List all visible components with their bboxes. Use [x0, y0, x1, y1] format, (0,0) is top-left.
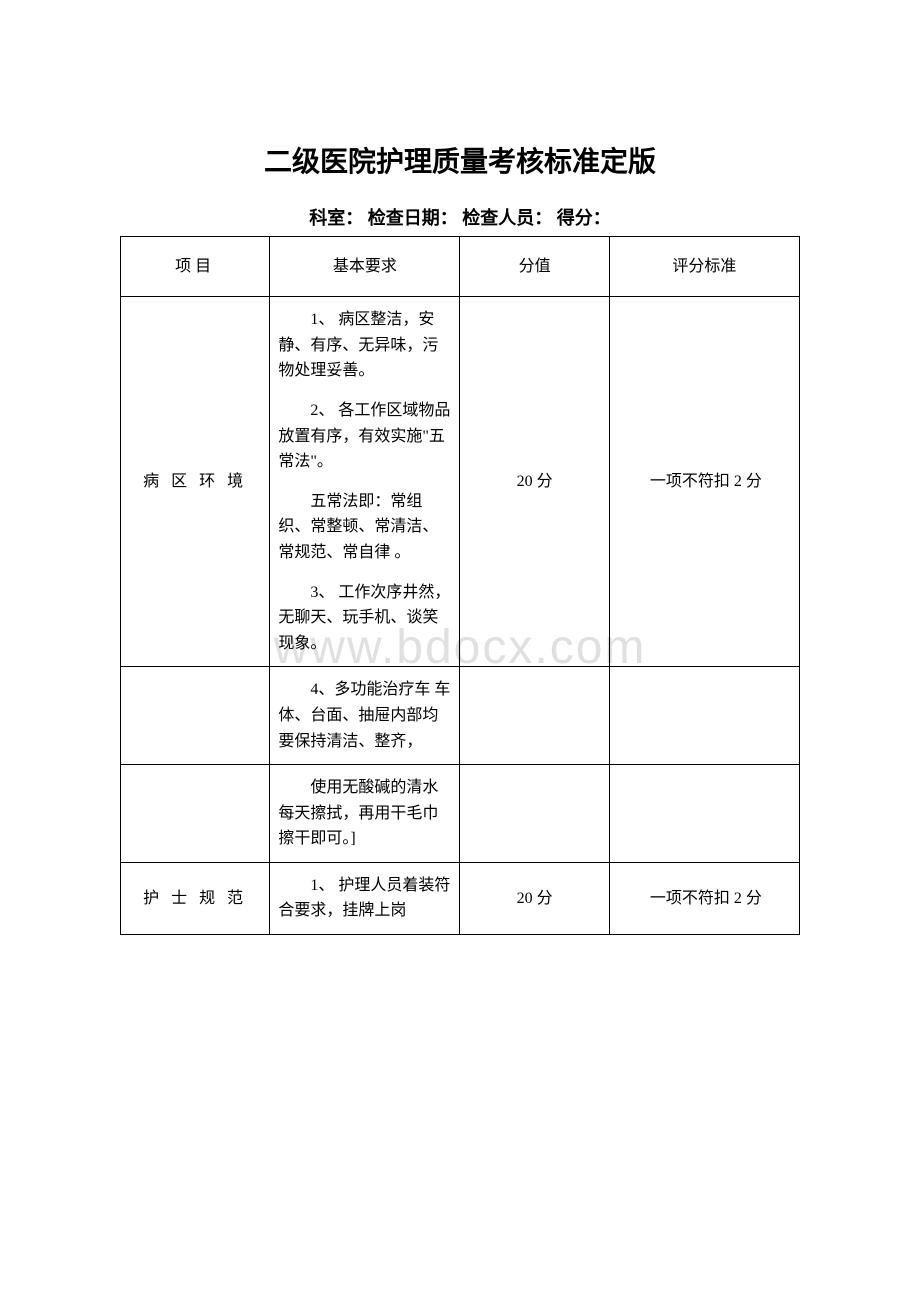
- row-requirement: 4、多功能治疗车 车体、台面、抽屉内部均要保持清洁、整齐，: [270, 667, 460, 765]
- row-score: 20 分: [460, 862, 609, 934]
- row-requirement: 1、 病区整洁，安静、有序、无异味，污物处理妥善。 2、 各工作区域物品放置有序…: [270, 297, 460, 667]
- row-requirement: 1、 护理人员着装符合要求，挂牌上岗: [270, 862, 460, 934]
- table-row: 病 区 环 境 1、 病区整洁，安静、有序、无异味，污物处理妥善。 2、 各工作…: [121, 297, 800, 667]
- requirement-para: 2、 各工作区域物品放置有序，有效实施"五常法"。: [278, 398, 451, 475]
- row-item: 病 区 环 境: [121, 297, 270, 667]
- requirement-para: 1、 病区整洁，安静、有序、无异味，污物处理妥善。: [278, 307, 451, 384]
- row-score: [460, 765, 609, 863]
- row-item: [121, 765, 270, 863]
- table-header-row: 项目 基本要求 分值 评分标准: [121, 237, 800, 297]
- row-criteria: [609, 667, 799, 765]
- header-score: 分值: [460, 237, 609, 297]
- criteria-text: 一项不符扣 2 分: [618, 886, 791, 912]
- row-score: [460, 667, 609, 765]
- row-criteria: 一项不符扣 2 分: [609, 862, 799, 934]
- row-item: [121, 667, 270, 765]
- document-subtitle: 科室： 检查日期： 检查人员： 得分：: [120, 204, 800, 230]
- requirement-para: 3、 工作次序井然，无聊天、玩手机、谈笑现象。: [278, 580, 451, 657]
- row-requirement: 使用无酸碱的清水每天擦拭，再用干毛巾擦干即可。]: [270, 765, 460, 863]
- requirement-para: 使用无酸碱的清水每天擦拭，再用干毛巾擦干即可。]: [278, 775, 451, 852]
- table-row: 护 士 规 范 1、 护理人员着装符合要求，挂牌上岗 20 分 一项不符扣 2 …: [121, 862, 800, 934]
- assessment-table: 项目 基本要求 分值 评分标准 病 区 环 境 1、 病区整洁，安静、有序、无异…: [120, 236, 800, 935]
- table-row: 4、多功能治疗车 车体、台面、抽屉内部均要保持清洁、整齐，: [121, 667, 800, 765]
- header-item: 项目: [121, 237, 270, 297]
- requirement-para: 1、 护理人员着装符合要求，挂牌上岗: [278, 873, 451, 924]
- table-row: 使用无酸碱的清水每天擦拭，再用干毛巾擦干即可。]: [121, 765, 800, 863]
- requirement-para: 4、多功能治疗车 车体、台面、抽屉内部均要保持清洁、整齐，: [278, 677, 451, 754]
- criteria-text: 一项不符扣 2 分: [618, 469, 791, 495]
- row-score: 20 分: [460, 297, 609, 667]
- requirement-para: 五常法即：常组织、常整顿、常清洁、常规范、常自律 。: [278, 489, 451, 566]
- header-criteria: 评分标准: [609, 237, 799, 297]
- row-criteria: 一项不符扣 2 分: [609, 297, 799, 667]
- row-item: 护 士 规 范: [121, 862, 270, 934]
- row-criteria: [609, 765, 799, 863]
- document-title: 二级医院护理质量考核标准定版: [120, 140, 800, 180]
- page-container: 二级医院护理质量考核标准定版 科室： 检查日期： 检查人员： 得分： www.b…: [0, 0, 920, 935]
- header-requirement: 基本要求: [270, 237, 460, 297]
